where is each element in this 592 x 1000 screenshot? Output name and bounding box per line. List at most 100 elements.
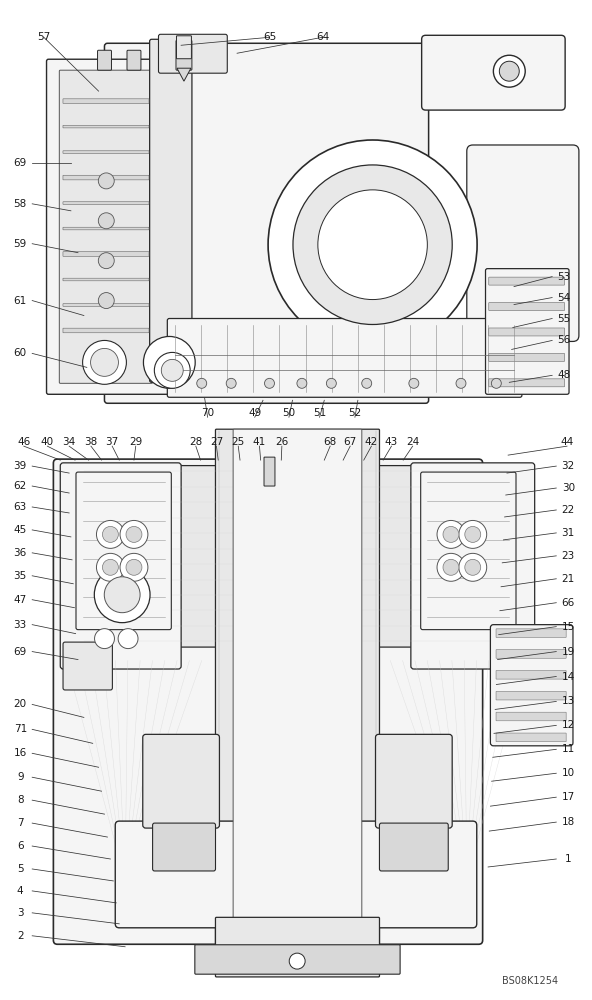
Circle shape — [126, 559, 142, 575]
Circle shape — [98, 213, 114, 229]
Text: 58: 58 — [14, 199, 27, 209]
Text: 27: 27 — [210, 437, 223, 447]
Text: 20: 20 — [14, 699, 27, 709]
Text: 36: 36 — [14, 548, 27, 558]
Text: 7: 7 — [17, 818, 24, 828]
Text: 46: 46 — [17, 437, 30, 447]
Circle shape — [120, 520, 148, 548]
FancyBboxPatch shape — [496, 691, 566, 700]
FancyBboxPatch shape — [47, 59, 171, 394]
Circle shape — [98, 293, 114, 309]
Text: 37: 37 — [105, 437, 119, 447]
Text: 42: 42 — [365, 437, 378, 447]
FancyBboxPatch shape — [422, 35, 565, 110]
Text: 5: 5 — [17, 864, 24, 874]
FancyBboxPatch shape — [215, 917, 379, 977]
FancyBboxPatch shape — [63, 125, 149, 128]
Text: 51: 51 — [313, 408, 326, 418]
Text: 18: 18 — [562, 817, 575, 827]
Circle shape — [289, 953, 305, 969]
Text: 8: 8 — [17, 795, 24, 805]
Circle shape — [95, 629, 114, 649]
Circle shape — [143, 336, 195, 388]
Text: 2: 2 — [17, 931, 24, 941]
Circle shape — [493, 55, 525, 87]
FancyBboxPatch shape — [496, 671, 566, 679]
Circle shape — [83, 340, 127, 384]
FancyBboxPatch shape — [496, 712, 566, 721]
Text: 61: 61 — [14, 296, 27, 306]
Circle shape — [96, 520, 124, 548]
Text: BS08K1254: BS08K1254 — [502, 976, 558, 986]
Text: 60: 60 — [14, 348, 27, 358]
Text: 12: 12 — [562, 720, 575, 730]
FancyBboxPatch shape — [153, 823, 215, 871]
FancyBboxPatch shape — [195, 945, 400, 974]
FancyBboxPatch shape — [63, 304, 149, 306]
Circle shape — [297, 378, 307, 388]
Text: 50: 50 — [282, 408, 295, 418]
Text: 40: 40 — [41, 437, 54, 447]
FancyBboxPatch shape — [168, 319, 522, 397]
FancyBboxPatch shape — [104, 43, 429, 403]
Circle shape — [499, 61, 519, 81]
FancyBboxPatch shape — [127, 50, 141, 70]
FancyBboxPatch shape — [98, 50, 111, 70]
Circle shape — [491, 378, 501, 388]
FancyBboxPatch shape — [176, 40, 192, 70]
FancyBboxPatch shape — [53, 459, 482, 944]
Text: 31: 31 — [562, 528, 575, 538]
Circle shape — [293, 165, 452, 324]
Text: 32: 32 — [562, 461, 575, 471]
Text: 33: 33 — [14, 620, 27, 630]
Text: 15: 15 — [562, 622, 575, 632]
FancyBboxPatch shape — [159, 34, 227, 73]
Text: 28: 28 — [189, 437, 202, 447]
Text: 54: 54 — [558, 293, 571, 303]
Text: 19: 19 — [562, 647, 575, 657]
Circle shape — [465, 526, 481, 542]
FancyBboxPatch shape — [76, 472, 171, 630]
Circle shape — [437, 520, 465, 548]
FancyBboxPatch shape — [59, 70, 153, 383]
Text: 48: 48 — [558, 370, 571, 380]
Circle shape — [197, 378, 207, 388]
FancyBboxPatch shape — [496, 650, 566, 658]
Text: 1: 1 — [565, 854, 571, 864]
Text: 64: 64 — [316, 32, 329, 42]
Text: 71: 71 — [14, 724, 27, 734]
Text: 69: 69 — [14, 158, 27, 168]
Text: 53: 53 — [558, 272, 571, 282]
Circle shape — [120, 553, 148, 581]
Text: 57: 57 — [37, 32, 50, 42]
Polygon shape — [177, 68, 191, 81]
Text: 63: 63 — [14, 502, 27, 512]
Text: 45: 45 — [14, 525, 27, 535]
Circle shape — [362, 378, 372, 388]
Circle shape — [161, 359, 183, 381]
Text: 25: 25 — [231, 437, 245, 447]
Circle shape — [409, 378, 419, 388]
Circle shape — [265, 378, 275, 388]
Text: 3: 3 — [17, 908, 24, 918]
Circle shape — [126, 526, 142, 542]
FancyBboxPatch shape — [233, 429, 362, 969]
FancyBboxPatch shape — [63, 278, 149, 281]
FancyBboxPatch shape — [496, 733, 566, 742]
Circle shape — [326, 378, 336, 388]
FancyBboxPatch shape — [63, 328, 149, 333]
FancyBboxPatch shape — [411, 463, 535, 669]
Text: 4: 4 — [17, 886, 24, 896]
Text: 56: 56 — [558, 335, 571, 345]
Circle shape — [465, 559, 481, 575]
FancyBboxPatch shape — [379, 823, 448, 871]
Text: 11: 11 — [562, 744, 575, 754]
FancyBboxPatch shape — [78, 466, 517, 647]
FancyBboxPatch shape — [485, 269, 569, 394]
FancyBboxPatch shape — [467, 145, 579, 341]
Text: 43: 43 — [385, 437, 398, 447]
FancyBboxPatch shape — [63, 202, 149, 204]
Text: 34: 34 — [63, 437, 76, 447]
Text: 13: 13 — [562, 696, 575, 706]
FancyBboxPatch shape — [60, 463, 181, 669]
